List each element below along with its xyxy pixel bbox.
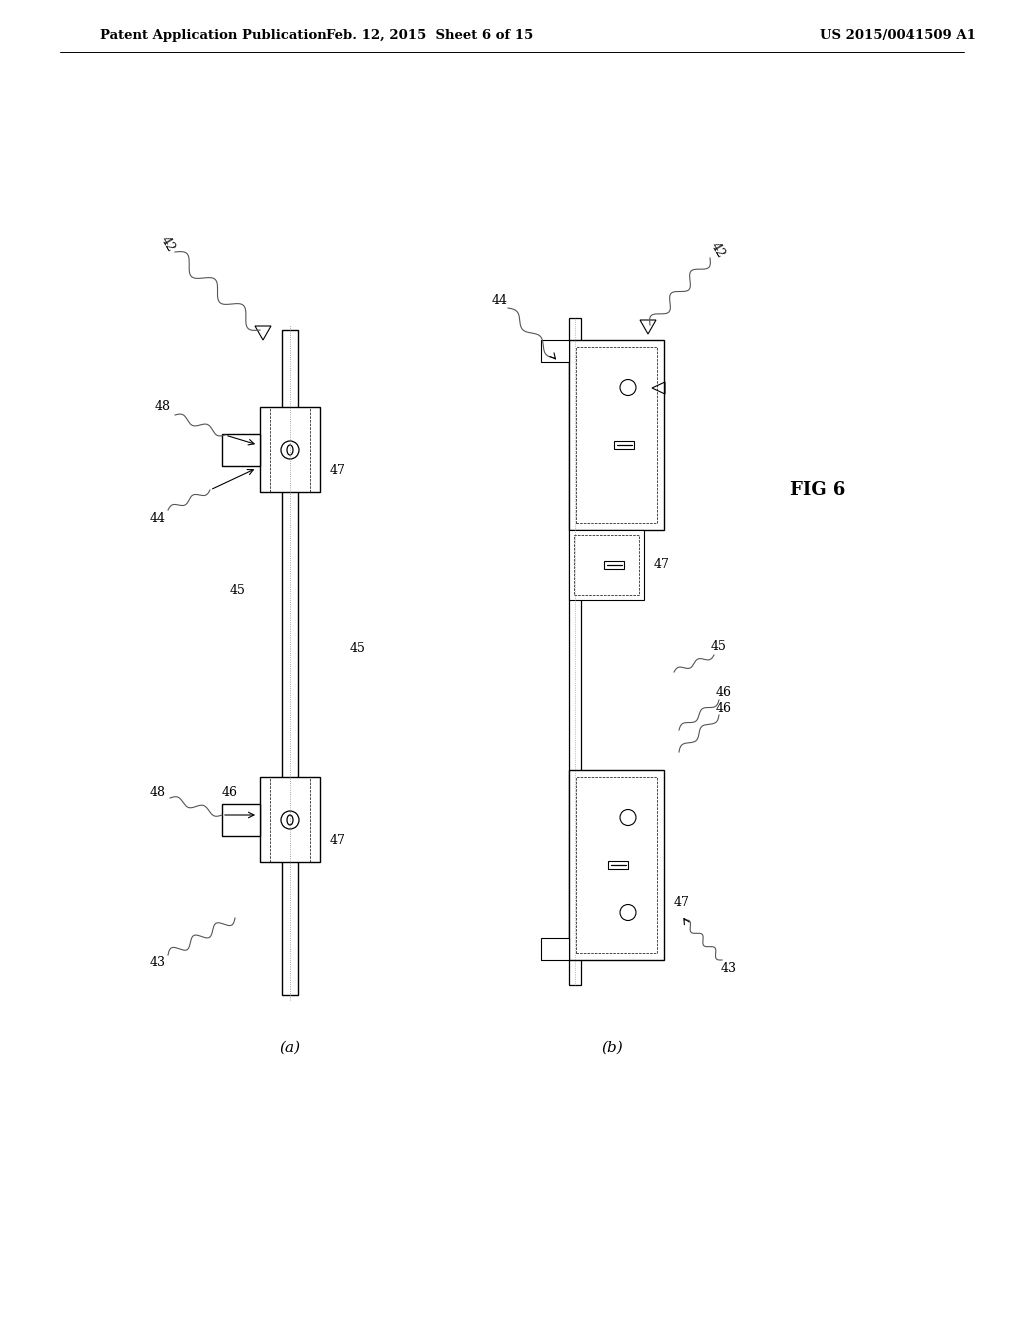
Bar bbox=[569, 531, 644, 601]
Bar bbox=[569, 318, 581, 985]
Text: Feb. 12, 2015  Sheet 6 of 15: Feb. 12, 2015 Sheet 6 of 15 bbox=[327, 29, 534, 41]
Circle shape bbox=[620, 380, 636, 396]
Text: 42: 42 bbox=[709, 240, 728, 260]
Bar bbox=[569, 341, 664, 531]
Text: 48: 48 bbox=[150, 785, 166, 799]
Bar bbox=[608, 861, 628, 869]
Bar bbox=[604, 561, 624, 569]
Text: 46: 46 bbox=[222, 785, 238, 799]
Text: 44: 44 bbox=[150, 511, 166, 524]
Bar bbox=[614, 441, 634, 449]
Bar bbox=[569, 770, 664, 960]
Text: 45: 45 bbox=[350, 642, 366, 655]
Text: 42: 42 bbox=[159, 234, 177, 255]
Circle shape bbox=[281, 810, 299, 829]
Bar bbox=[222, 804, 260, 836]
Bar bbox=[260, 407, 319, 492]
Text: 47: 47 bbox=[654, 558, 670, 572]
Bar bbox=[282, 330, 298, 995]
Text: 47: 47 bbox=[674, 896, 690, 909]
Text: 45: 45 bbox=[711, 640, 727, 653]
Bar bbox=[575, 347, 657, 523]
Text: 43: 43 bbox=[721, 961, 737, 974]
Bar bbox=[575, 777, 657, 953]
Circle shape bbox=[620, 904, 636, 920]
Circle shape bbox=[620, 809, 636, 825]
Ellipse shape bbox=[287, 445, 293, 455]
Text: (a): (a) bbox=[280, 1041, 301, 1055]
Text: 45: 45 bbox=[230, 583, 246, 597]
Text: (b): (b) bbox=[601, 1041, 623, 1055]
Bar bbox=[222, 434, 260, 466]
Bar bbox=[541, 341, 569, 362]
Text: 43: 43 bbox=[150, 957, 166, 969]
Text: US 2015/0041509 A1: US 2015/0041509 A1 bbox=[820, 29, 976, 41]
Circle shape bbox=[281, 441, 299, 459]
Bar bbox=[574, 535, 639, 595]
Text: 46: 46 bbox=[716, 701, 732, 714]
Text: 48: 48 bbox=[155, 400, 171, 413]
Text: 44: 44 bbox=[492, 293, 508, 306]
Bar bbox=[541, 939, 569, 960]
Text: 46: 46 bbox=[716, 686, 732, 700]
Text: FIG 6: FIG 6 bbox=[790, 480, 846, 499]
Text: 47: 47 bbox=[330, 463, 346, 477]
Ellipse shape bbox=[287, 814, 293, 825]
Bar bbox=[260, 777, 319, 862]
Text: 47: 47 bbox=[330, 833, 346, 846]
Text: Patent Application Publication: Patent Application Publication bbox=[100, 29, 327, 41]
